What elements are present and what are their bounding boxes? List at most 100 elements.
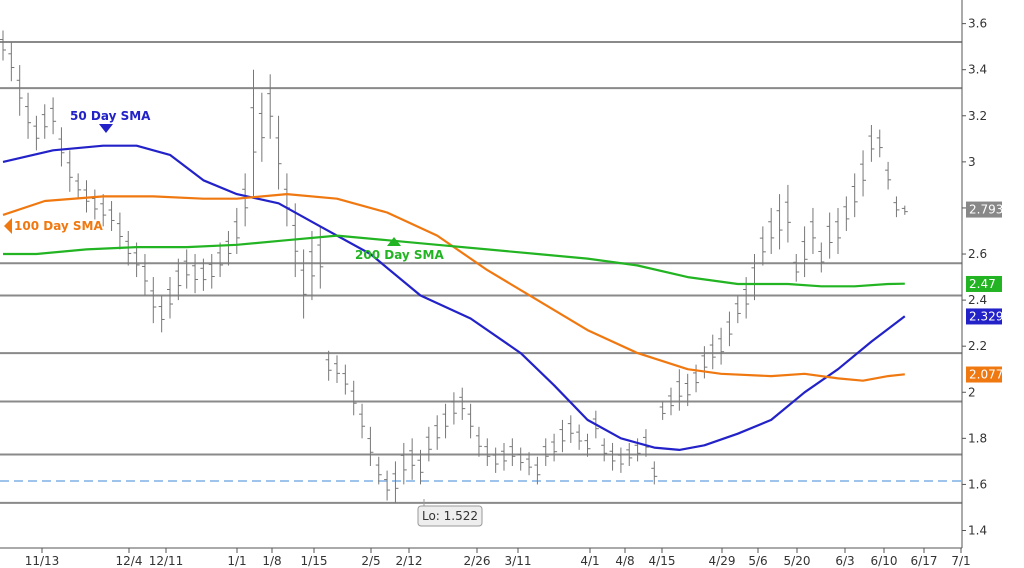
price-bar <box>175 258 182 301</box>
price-bar <box>350 380 357 416</box>
y-tick-label: 3 <box>968 155 976 169</box>
price-bar <box>676 369 683 411</box>
price-bar <box>133 242 140 278</box>
x-tick-label: 6/17 <box>911 554 938 568</box>
price-bar <box>809 207 816 255</box>
price-bar <box>308 230 315 301</box>
price-bar <box>242 173 249 227</box>
price-bar <box>300 249 307 319</box>
price-bar <box>860 150 867 197</box>
price-bar <box>0 30 6 61</box>
price-bar <box>601 438 608 462</box>
price-bar <box>693 364 700 393</box>
price-bar <box>567 415 574 443</box>
price-bar <box>668 387 674 416</box>
x-tick-label: 1/15 <box>301 554 328 568</box>
price-bar <box>709 334 716 370</box>
price-bar <box>534 456 541 485</box>
x-tick-label: 3/11 <box>505 554 532 568</box>
price-bar <box>50 97 57 135</box>
y-tick-label: 1.4 <box>968 524 987 538</box>
price-bar <box>392 461 399 503</box>
y-tick-label: 1.8 <box>968 431 987 445</box>
price-bar <box>442 403 449 439</box>
price-bar <box>901 205 908 215</box>
price-bar <box>250 69 257 197</box>
price-bar <box>784 184 791 243</box>
price-bar <box>150 277 157 324</box>
price-bar <box>776 194 783 250</box>
x-tick-label: 4/1 <box>580 554 599 568</box>
price-bar <box>400 442 407 485</box>
price-bar <box>33 115 40 151</box>
last-price-tag: 2.793 <box>966 201 1003 218</box>
price-bar <box>359 403 366 439</box>
price-bar <box>16 65 23 116</box>
sma50-down-arrow-icon <box>99 124 113 133</box>
price-bar <box>267 74 274 139</box>
price-bar <box>409 438 416 480</box>
sma100-value-tag: 2.077 <box>966 366 1003 383</box>
y-tick-label: 2 <box>968 385 976 399</box>
y-axis-ticks: 1.41.61.822.22.42.62.833.23.43.6 <box>962 17 987 538</box>
x-tick-label: 4/15 <box>649 554 676 568</box>
y-tick-label: 2.2 <box>968 339 987 353</box>
x-tick-label: 7/1 <box>951 554 970 568</box>
price-bar <box>58 127 65 167</box>
x-tick-label: 12/11 <box>149 554 184 568</box>
sma200-value-tag: 2.47 <box>966 275 1002 292</box>
price-bar <box>617 447 624 473</box>
price-bar <box>217 242 224 278</box>
x-tick-label: 1/8 <box>262 554 281 568</box>
price-bar <box>334 355 340 384</box>
low-annotation-box <box>417 505 483 527</box>
price-bar <box>459 387 466 420</box>
x-axis-ticks: 11/13 12/4 12/11 1/1 1/8 1/15 2/5 2/12 2/26 3/11 4… <box>25 548 971 568</box>
price-bar <box>734 295 741 324</box>
svg-text:2.793: 2.793 <box>969 203 1003 217</box>
price-bar <box>492 447 499 473</box>
price-bar <box>843 196 850 231</box>
price-bar <box>559 419 566 453</box>
price-bar <box>275 115 282 190</box>
x-tick-label: 4/8 <box>615 554 634 568</box>
sma200-up-arrow-icon <box>387 237 401 246</box>
y-tick-label: 3.4 <box>968 63 987 77</box>
price-bar <box>108 201 115 231</box>
low-annotation: Lo: 1.522 <box>417 499 483 527</box>
price-bar <box>893 196 900 218</box>
price-bar <box>384 470 391 501</box>
price-bar <box>484 438 491 466</box>
x-tick-label: 5/20 <box>784 554 811 568</box>
price-bar <box>793 254 800 282</box>
price-bar <box>542 438 549 466</box>
price-bar <box>651 461 658 485</box>
price-bars <box>0 30 908 503</box>
sma200-line <box>3 234 905 288</box>
price-bar <box>167 277 173 319</box>
price-bar <box>701 346 708 379</box>
price-bar <box>200 258 207 291</box>
price-bar <box>375 456 382 485</box>
price-bar <box>116 212 123 250</box>
price-bar <box>183 249 190 289</box>
price-bar <box>868 124 875 162</box>
y-tick-label: 2.4 <box>968 293 987 307</box>
price-bar <box>885 161 892 190</box>
x-tick-label: 5/6 <box>748 554 767 568</box>
y-tick-label: 3.2 <box>968 109 987 123</box>
price-bar <box>501 442 507 471</box>
svg-text:2.329: 2.329 <box>969 309 1003 323</box>
price-bar <box>475 426 482 457</box>
price-bar <box>517 447 524 471</box>
svg-text:2.47: 2.47 <box>969 277 996 291</box>
price-bar <box>192 254 199 294</box>
price-bar <box>100 194 107 227</box>
moving-averages <box>2 144 906 451</box>
x-tick-label: 2/12 <box>396 554 423 568</box>
price-bar <box>141 254 148 296</box>
sma100-annotation: 100 Day SMA <box>4 218 104 234</box>
x-tick-label: 6/3 <box>835 554 854 568</box>
price-bar <box>626 442 633 466</box>
